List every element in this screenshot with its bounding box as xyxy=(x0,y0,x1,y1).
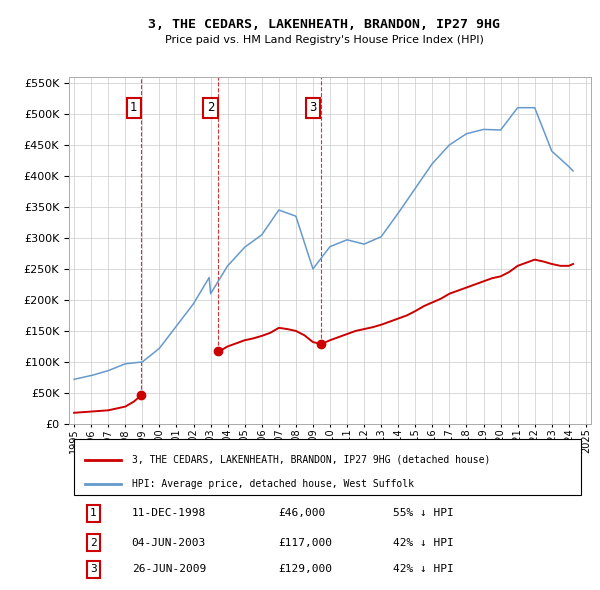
Text: HPI: Average price, detached house, West Suffolk: HPI: Average price, detached house, West… xyxy=(131,478,413,489)
Text: 55% ↓ HPI: 55% ↓ HPI xyxy=(392,508,454,518)
Text: £117,000: £117,000 xyxy=(278,537,332,548)
FancyBboxPatch shape xyxy=(74,440,581,496)
Text: 04-JUN-2003: 04-JUN-2003 xyxy=(131,537,206,548)
Text: 1: 1 xyxy=(130,101,137,114)
Text: 11-DEC-1998: 11-DEC-1998 xyxy=(131,508,206,518)
Text: 42% ↓ HPI: 42% ↓ HPI xyxy=(392,564,454,574)
Text: 3: 3 xyxy=(90,564,97,574)
Text: 1: 1 xyxy=(90,508,97,518)
Text: £129,000: £129,000 xyxy=(278,564,332,574)
Text: 3: 3 xyxy=(309,101,317,114)
Text: £46,000: £46,000 xyxy=(278,508,325,518)
Text: 26-JUN-2009: 26-JUN-2009 xyxy=(131,564,206,574)
Text: 2: 2 xyxy=(90,537,97,548)
Text: 2: 2 xyxy=(207,101,214,114)
Text: 3, THE CEDARS, LAKENHEATH, BRANDON, IP27 9HG (detached house): 3, THE CEDARS, LAKENHEATH, BRANDON, IP27… xyxy=(131,455,490,465)
Text: Price paid vs. HM Land Registry's House Price Index (HPI): Price paid vs. HM Land Registry's House … xyxy=(164,35,484,44)
Text: 3, THE CEDARS, LAKENHEATH, BRANDON, IP27 9HG: 3, THE CEDARS, LAKENHEATH, BRANDON, IP27… xyxy=(148,18,500,31)
Text: 42% ↓ HPI: 42% ↓ HPI xyxy=(392,537,454,548)
